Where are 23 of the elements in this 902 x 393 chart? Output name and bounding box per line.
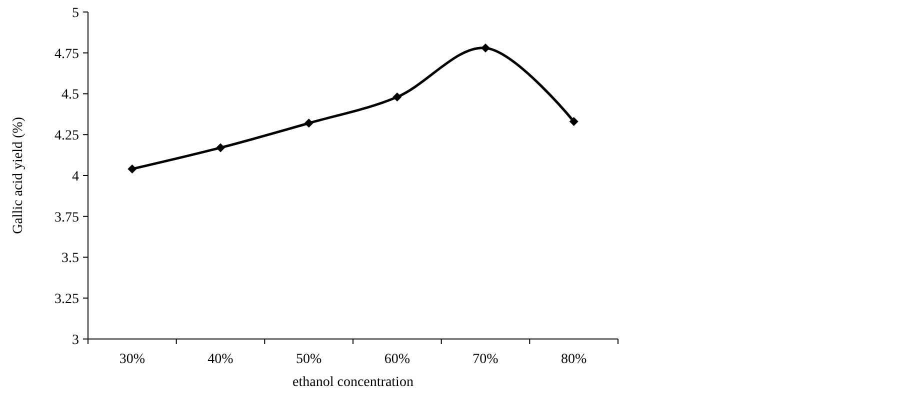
point	[216, 143, 225, 152]
x-tick-label: 80%	[560, 352, 587, 367]
y-tick-label: 3	[72, 332, 79, 348]
y-tick-label: 4.25	[54, 128, 79, 144]
x-tick-label: 40%	[208, 352, 234, 367]
x-tick-label: 70%	[472, 352, 499, 367]
y-tick-label: 3.75	[54, 210, 79, 226]
y-tick-label: 4	[72, 169, 79, 184]
x-tick-label: 50%	[296, 352, 322, 367]
y-axis-title: Gallic acid yield (%)	[11, 116, 26, 234]
x-axis-title: ethanol concentration	[292, 375, 414, 390]
point	[481, 43, 490, 52]
point	[304, 118, 314, 128]
y-tick-label: 4.75	[54, 46, 79, 62]
point	[569, 117, 578, 126]
y-tick-label: 4.5	[62, 88, 79, 103]
y-tick-label: 3.25	[54, 292, 79, 308]
x-tick-label: 30%	[119, 352, 146, 367]
y-tick-label: 3.5	[62, 251, 79, 266]
y-tick-label: 5	[72, 6, 79, 21]
point	[392, 92, 402, 102]
point	[128, 164, 137, 174]
x-tick-label: 60%	[384, 352, 410, 367]
